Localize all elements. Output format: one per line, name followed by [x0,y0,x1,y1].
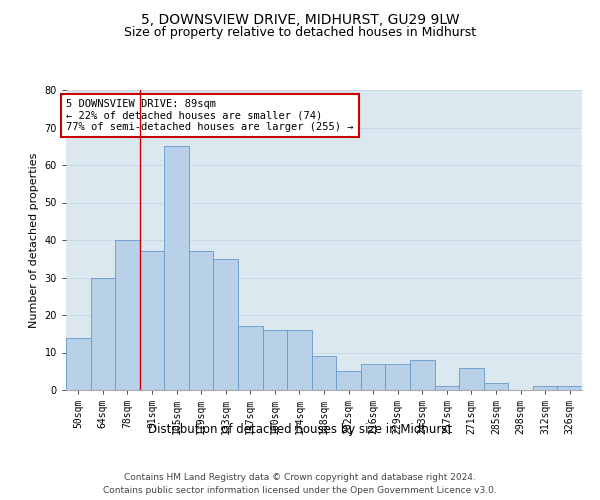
Bar [238,326,263,390]
Bar [66,338,91,390]
Bar [336,371,361,390]
Bar [263,330,287,390]
Bar [385,364,410,390]
Bar [312,356,336,390]
Bar [434,386,459,390]
Bar [164,146,189,390]
Bar [287,330,312,390]
Text: Size of property relative to detached houses in Midhurst: Size of property relative to detached ho… [124,26,476,39]
Text: Contains HM Land Registry data © Crown copyright and database right 2024.: Contains HM Land Registry data © Crown c… [124,474,476,482]
Bar [91,278,115,390]
Text: Contains public sector information licensed under the Open Government Licence v3: Contains public sector information licen… [103,486,497,495]
Bar [214,259,238,390]
Text: 5, DOWNSVIEW DRIVE, MIDHURST, GU29 9LW: 5, DOWNSVIEW DRIVE, MIDHURST, GU29 9LW [140,12,460,26]
Bar [115,240,140,390]
Y-axis label: Number of detached properties: Number of detached properties [29,152,39,328]
Bar [189,251,214,390]
Text: 5 DOWNSVIEW DRIVE: 89sqm
← 22% of detached houses are smaller (74)
77% of semi-d: 5 DOWNSVIEW DRIVE: 89sqm ← 22% of detach… [66,99,353,132]
Bar [410,360,434,390]
Bar [533,386,557,390]
Bar [459,368,484,390]
Text: Distribution of detached houses by size in Midhurst: Distribution of detached houses by size … [148,422,452,436]
Bar [484,382,508,390]
Bar [361,364,385,390]
Bar [140,251,164,390]
Bar [557,386,582,390]
